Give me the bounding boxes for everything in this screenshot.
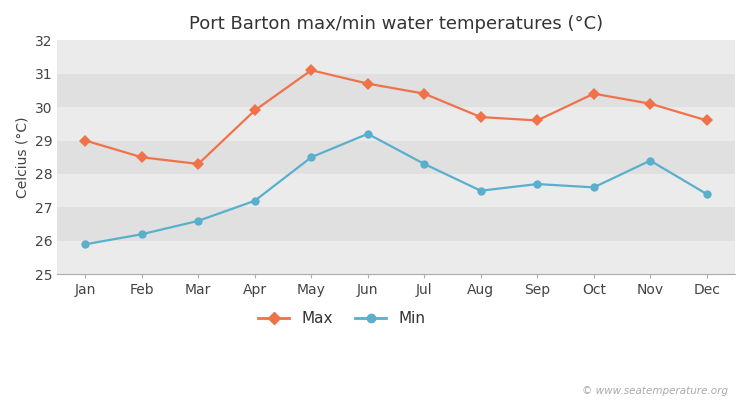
Y-axis label: Celcius (°C): Celcius (°C) — [15, 116, 29, 198]
Text: © www.seatemperature.org: © www.seatemperature.org — [581, 386, 728, 396]
Bar — [57, 140, 735, 174]
Bar — [57, 208, 735, 241]
Bar — [57, 74, 735, 107]
Bar — [57, 174, 735, 208]
Bar — [57, 40, 735, 74]
Title: Port Barton max/min water temperatures (°C): Port Barton max/min water temperatures (… — [189, 15, 603, 33]
Legend: Max, Min: Max, Min — [252, 305, 431, 332]
Bar — [57, 241, 735, 274]
Bar — [57, 107, 735, 140]
